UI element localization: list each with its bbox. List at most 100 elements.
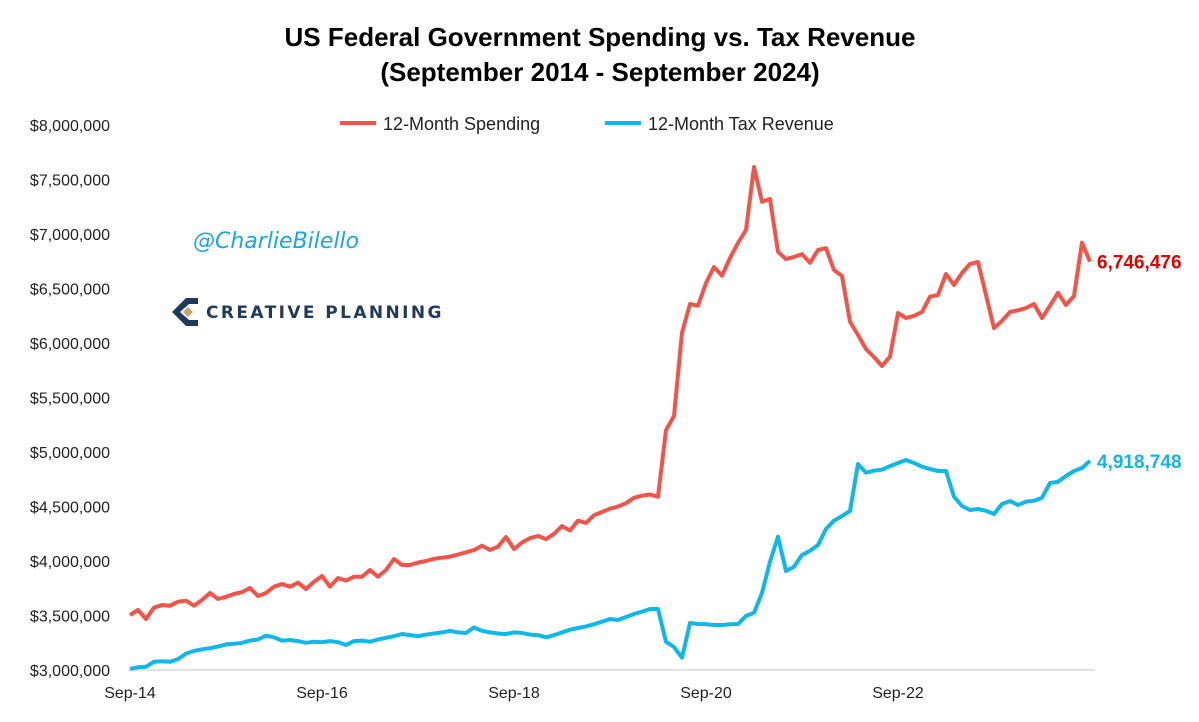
data-point xyxy=(1016,308,1020,312)
data-point xyxy=(128,667,132,671)
data-point xyxy=(144,617,148,621)
data-point xyxy=(744,228,748,232)
data-point xyxy=(440,556,444,560)
chart-title: US Federal Government Spending vs. Tax R… xyxy=(285,22,916,52)
data-point xyxy=(248,639,252,643)
data-point xyxy=(328,639,332,643)
data-point xyxy=(768,560,772,564)
data-point xyxy=(944,272,948,276)
data-point xyxy=(952,283,956,287)
data-point xyxy=(360,575,364,579)
data-point xyxy=(800,252,804,256)
data-point xyxy=(1000,319,1004,323)
data-point xyxy=(224,642,228,646)
data-point xyxy=(640,610,644,614)
data-point xyxy=(992,326,996,330)
data-point xyxy=(392,634,396,638)
data-point xyxy=(208,591,212,595)
data-point xyxy=(256,594,260,598)
data-point xyxy=(416,634,420,638)
data-point xyxy=(192,649,196,653)
data-point xyxy=(776,535,780,539)
data-point xyxy=(256,638,260,642)
data-point xyxy=(488,630,492,634)
data-point xyxy=(280,639,284,643)
creative-planning-logo: CREATIVE PLANNING xyxy=(172,298,441,326)
data-point xyxy=(896,461,900,465)
data-point xyxy=(656,495,660,499)
data-point xyxy=(200,598,204,602)
x-tick-label: Sep-16 xyxy=(296,685,348,702)
data-point xyxy=(168,604,172,608)
data-point xyxy=(600,510,604,514)
end-value-label: 4,918,748 xyxy=(1097,452,1182,473)
data-point xyxy=(752,611,756,615)
data-point xyxy=(1040,496,1044,500)
data-point xyxy=(152,606,156,610)
data-point xyxy=(976,260,980,264)
data-point xyxy=(368,568,372,572)
data-point xyxy=(264,634,268,638)
data-point xyxy=(712,265,716,269)
data-point xyxy=(344,579,348,583)
y-tick-label: $8,000,000 xyxy=(30,118,110,135)
data-point xyxy=(520,541,524,545)
data-point xyxy=(280,582,284,586)
data-point xyxy=(224,595,228,599)
data-point xyxy=(432,557,436,561)
data-point xyxy=(496,632,500,636)
data-point xyxy=(696,304,700,308)
data-point xyxy=(160,659,164,663)
data-point xyxy=(352,575,356,579)
data-point xyxy=(408,633,412,637)
data-point xyxy=(136,608,140,612)
data-point xyxy=(176,600,180,604)
data-point xyxy=(768,197,772,201)
data-point xyxy=(512,630,516,634)
data-point xyxy=(312,580,316,584)
series-tax-revenue: 4,918,748 xyxy=(128,452,1182,671)
data-point xyxy=(504,535,508,539)
data-point xyxy=(808,261,812,265)
data-point xyxy=(488,548,492,552)
y-tick-label: $7,500,000 xyxy=(30,173,110,190)
data-point xyxy=(664,428,668,432)
series-line xyxy=(128,165,1092,621)
data-point xyxy=(1080,241,1084,245)
data-point xyxy=(888,464,892,468)
data-point xyxy=(304,587,308,591)
data-point xyxy=(696,622,700,626)
data-point xyxy=(560,630,564,634)
data-point xyxy=(584,624,588,628)
data-point xyxy=(608,507,612,511)
data-point xyxy=(240,590,244,594)
data-point xyxy=(1024,306,1028,310)
data-point xyxy=(792,255,796,259)
data-point xyxy=(856,333,860,337)
data-point xyxy=(448,629,452,633)
data-point xyxy=(184,599,188,603)
data-point xyxy=(288,585,292,589)
data-point xyxy=(960,271,964,275)
data-point xyxy=(1088,260,1092,264)
data-point xyxy=(912,314,916,318)
data-point xyxy=(472,626,476,630)
data-point xyxy=(712,623,716,627)
data-point xyxy=(424,633,428,637)
data-point xyxy=(688,302,692,306)
data-point xyxy=(272,585,276,589)
series-layer: 6,746,476 4,918,748 xyxy=(128,165,1182,671)
data-point xyxy=(752,165,756,169)
y-tick-label: $6,000,000 xyxy=(30,336,110,353)
y-tick-label: $3,500,000 xyxy=(30,609,110,626)
data-point xyxy=(1016,503,1020,507)
data-point xyxy=(360,639,364,643)
data-point xyxy=(720,274,724,278)
data-point xyxy=(296,639,300,643)
data-point xyxy=(968,508,972,512)
data-point xyxy=(928,467,932,471)
data-point xyxy=(808,549,812,553)
data-point xyxy=(1080,466,1084,470)
watermark-handle: @CharlieBilello xyxy=(193,229,359,254)
